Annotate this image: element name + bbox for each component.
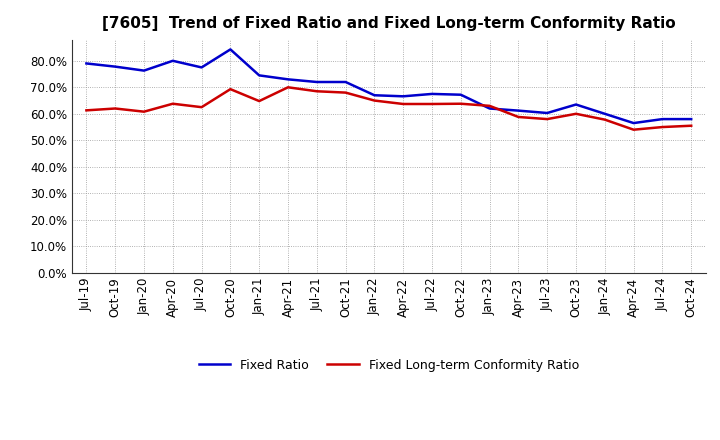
- Fixed Long-term Conformity Ratio: [600, 117, 609, 122]
- Fixed Ratio: [284, 77, 292, 82]
- Fixed Long-term Conformity Ratio: [226, 87, 235, 92]
- Fixed Ratio: [399, 94, 408, 99]
- Fixed Ratio: [485, 106, 494, 111]
- Fixed Long-term Conformity Ratio: [111, 106, 120, 111]
- Fixed Long-term Conformity Ratio: [629, 127, 638, 132]
- Fixed Ratio: [428, 91, 436, 96]
- Fixed Ratio: [456, 92, 465, 97]
- Fixed Ratio: [226, 47, 235, 52]
- Fixed Long-term Conformity Ratio: [168, 101, 177, 106]
- Fixed Ratio: [514, 108, 523, 113]
- Fixed Long-term Conformity Ratio: [428, 101, 436, 106]
- Fixed Ratio: [658, 117, 667, 122]
- Line: Fixed Ratio: Fixed Ratio: [86, 49, 691, 123]
- Fixed Long-term Conformity Ratio: [82, 108, 91, 113]
- Fixed Long-term Conformity Ratio: [399, 101, 408, 106]
- Fixed Long-term Conformity Ratio: [284, 84, 292, 90]
- Fixed Long-term Conformity Ratio: [197, 105, 206, 110]
- Fixed Ratio: [543, 110, 552, 116]
- Legend: Fixed Ratio, Fixed Long-term Conformity Ratio: Fixed Ratio, Fixed Long-term Conformity …: [194, 354, 584, 377]
- Title: [7605]  Trend of Fixed Ratio and Fixed Long-term Conformity Ratio: [7605] Trend of Fixed Ratio and Fixed Lo…: [102, 16, 675, 32]
- Fixed Long-term Conformity Ratio: [514, 114, 523, 120]
- Fixed Long-term Conformity Ratio: [341, 90, 350, 95]
- Fixed Ratio: [197, 65, 206, 70]
- Line: Fixed Long-term Conformity Ratio: Fixed Long-term Conformity Ratio: [86, 87, 691, 130]
- Fixed Ratio: [629, 121, 638, 126]
- Fixed Ratio: [111, 64, 120, 69]
- Fixed Long-term Conformity Ratio: [370, 98, 379, 103]
- Fixed Long-term Conformity Ratio: [312, 88, 321, 94]
- Fixed Long-term Conformity Ratio: [658, 125, 667, 130]
- Fixed Long-term Conformity Ratio: [255, 99, 264, 104]
- Fixed Long-term Conformity Ratio: [140, 109, 148, 114]
- Fixed Long-term Conformity Ratio: [687, 123, 696, 128]
- Fixed Ratio: [82, 61, 91, 66]
- Fixed Ratio: [600, 111, 609, 117]
- Fixed Ratio: [312, 79, 321, 84]
- Fixed Ratio: [370, 92, 379, 98]
- Fixed Ratio: [168, 58, 177, 63]
- Fixed Ratio: [255, 73, 264, 78]
- Fixed Long-term Conformity Ratio: [572, 111, 580, 117]
- Fixed Long-term Conformity Ratio: [543, 117, 552, 122]
- Fixed Ratio: [572, 102, 580, 107]
- Fixed Ratio: [140, 68, 148, 73]
- Fixed Long-term Conformity Ratio: [485, 103, 494, 109]
- Fixed Ratio: [341, 79, 350, 84]
- Fixed Ratio: [687, 117, 696, 122]
- Fixed Long-term Conformity Ratio: [456, 101, 465, 106]
